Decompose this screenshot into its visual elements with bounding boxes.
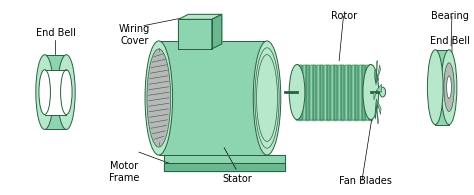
Ellipse shape [57,55,75,129]
Text: Stator: Stator [223,174,252,184]
Polygon shape [345,65,348,120]
Polygon shape [362,65,365,120]
Text: Wiring
Cover: Wiring Cover [118,24,150,46]
Polygon shape [359,65,362,120]
Polygon shape [164,155,285,163]
Polygon shape [320,65,323,120]
Polygon shape [348,65,351,120]
Text: End Bell: End Bell [430,36,470,46]
Text: Motor
Frame: Motor Frame [109,161,139,183]
Polygon shape [374,70,376,85]
Polygon shape [376,60,378,81]
Polygon shape [334,65,337,120]
Ellipse shape [444,63,454,112]
Ellipse shape [380,87,385,97]
Text: Fan Blades: Fan Blades [339,176,392,186]
Polygon shape [45,70,66,114]
Polygon shape [45,55,66,129]
Polygon shape [212,14,222,49]
Polygon shape [352,65,355,120]
Polygon shape [299,65,302,120]
Text: Rotor: Rotor [331,12,357,21]
Polygon shape [164,163,285,171]
Polygon shape [337,65,341,120]
Polygon shape [306,65,309,120]
Polygon shape [179,19,212,49]
Polygon shape [375,101,376,119]
Ellipse shape [428,50,443,125]
Polygon shape [331,65,334,120]
Ellipse shape [61,70,72,114]
Polygon shape [369,65,372,120]
Ellipse shape [447,76,451,98]
Polygon shape [302,65,306,120]
Ellipse shape [39,70,50,114]
Polygon shape [159,41,267,155]
Polygon shape [376,103,379,124]
Polygon shape [179,14,222,19]
Ellipse shape [145,41,173,155]
Ellipse shape [36,55,54,129]
Polygon shape [366,65,369,120]
Polygon shape [374,92,376,100]
Ellipse shape [289,65,305,120]
Polygon shape [324,65,327,120]
Polygon shape [356,65,358,120]
Ellipse shape [441,50,457,125]
Polygon shape [313,65,316,120]
Ellipse shape [147,49,171,147]
Polygon shape [310,65,312,120]
Polygon shape [327,65,330,120]
Polygon shape [435,50,449,125]
Polygon shape [376,65,381,83]
Polygon shape [341,65,344,120]
Polygon shape [296,65,299,120]
Polygon shape [376,84,382,92]
Polygon shape [376,99,381,114]
Ellipse shape [253,41,281,155]
Ellipse shape [363,65,379,120]
Text: Bearing: Bearing [431,12,469,21]
Polygon shape [317,65,319,120]
Text: End Bell: End Bell [36,28,75,38]
